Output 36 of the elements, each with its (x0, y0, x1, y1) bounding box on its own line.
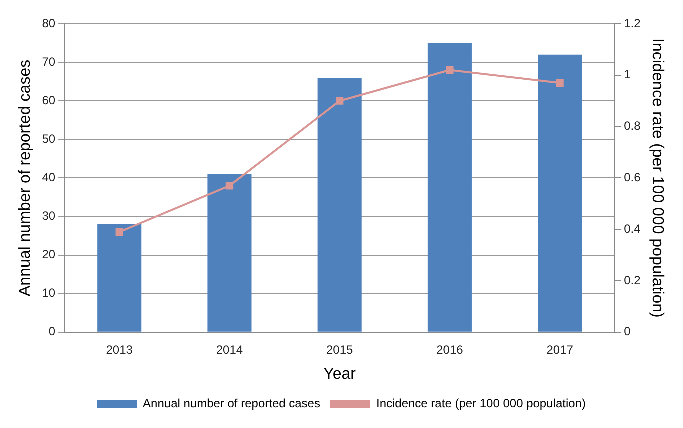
x-tick-label: 2015 (326, 342, 354, 357)
y-axis-title: Annual number of reported cases (17, 60, 34, 296)
y-tick-label: 50 (42, 132, 56, 146)
point (556, 79, 564, 87)
bar (538, 54, 582, 332)
bar (208, 174, 252, 332)
y-tick-label: 10 (42, 286, 56, 300)
point (226, 182, 234, 190)
y-tick-label: 40 (42, 170, 56, 185)
bar (428, 43, 472, 332)
y-tick-label: 80 (42, 16, 56, 30)
x-tick-label: 2016 (436, 342, 464, 357)
point (336, 97, 344, 105)
point (116, 228, 124, 236)
y2-tick-label: 0 (624, 324, 632, 339)
y2-tick-label: 1 (624, 68, 632, 82)
y-tick-label: 70 (42, 54, 56, 69)
y2-tick-label: 0.8 (624, 119, 642, 134)
y2-tick-label: 0.2 (624, 273, 642, 288)
legend-label: Incidence rate (per 100 000 population) (376, 396, 586, 410)
y-tick-label: 20 (42, 248, 56, 262)
bar (318, 78, 362, 332)
y2-tick-label: 0.4 (624, 222, 642, 236)
y2-axis-title: Incidence rate (per 100 000 population) (648, 38, 666, 318)
x-tick-label: 2014 (216, 342, 244, 357)
point (446, 66, 454, 74)
y2-tick-label: 1.2 (624, 16, 642, 30)
x-axis-title: Year (324, 366, 357, 383)
x-tick-label: 2017 (546, 342, 574, 357)
y-tick-label: 30 (42, 209, 56, 224)
y2-tick-label: 0.6 (624, 170, 642, 185)
y-tick-label: 0 (48, 324, 56, 339)
bar (98, 224, 142, 332)
legend-label: Annual number of reported cases (143, 396, 320, 410)
y-tick-label: 60 (42, 93, 56, 108)
x-tick-label: 2013 (106, 342, 134, 357)
